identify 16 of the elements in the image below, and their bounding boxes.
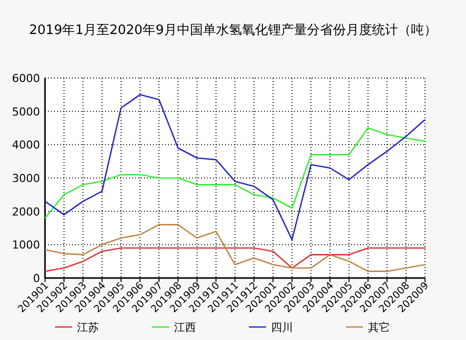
y-tick-label: 4000 [12, 138, 40, 152]
line-series [44, 127, 426, 219]
chart-title: 2019年1月至2020年9月中国单水氢氧化锂产量分省份月度统计（吨） [29, 22, 437, 38]
legend-label: 江苏 [77, 321, 99, 334]
y-tick-label: 5000 [12, 105, 40, 118]
y-tick-label: 3000 [12, 172, 40, 185]
y-tick-label: 0 [33, 272, 40, 285]
line-series [44, 94, 426, 240]
y-tick-label: 2000 [12, 205, 40, 218]
legend-label: 四川 [271, 321, 293, 334]
legend-label: 其它 [368, 321, 390, 334]
line-series [44, 224, 426, 272]
y-tick-label: 1000 [12, 238, 40, 252]
legend-label: 江西 [174, 321, 196, 334]
y-tick-label: 6000 [12, 72, 40, 85]
line-series [44, 247, 426, 272]
